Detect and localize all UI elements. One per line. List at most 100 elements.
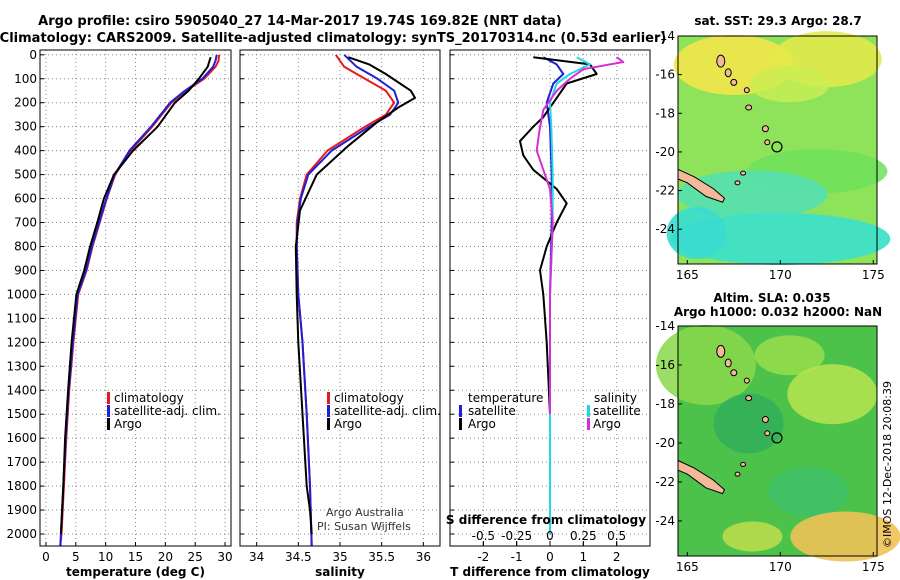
y-tick-label: 300	[14, 120, 37, 134]
map-y-tick-label: -24	[655, 514, 675, 528]
x-tick-label: 30	[217, 550, 232, 564]
credit-line1: Argo Australia	[326, 506, 404, 519]
legend-climatology-label: climatology	[114, 391, 184, 405]
y-tick-label: 2000	[6, 527, 37, 541]
s-difference-axis-label: S difference from climatology	[446, 513, 646, 527]
series-line-argo	[59, 56, 212, 535]
map-y-tick-label: -16	[655, 68, 675, 82]
legend-argo-swatch	[327, 418, 330, 430]
salinity-profile-panel: 34 34.5 35 35.5 36 salinity	[239, 49, 441, 579]
argo-float-marker	[771, 432, 783, 444]
y-tick-label: 1600	[6, 431, 37, 445]
map-field-patch	[787, 364, 878, 425]
land-island	[716, 344, 726, 358]
land-island	[730, 369, 738, 377]
series-line-satellite-adj-clim-	[295, 54, 400, 547]
map-y-tick-label: -20	[655, 436, 675, 450]
x-tick-label: -1	[511, 550, 523, 564]
series-line-satellite-adj-clim-	[59, 54, 218, 547]
legend-satellite-swatch	[107, 405, 110, 417]
sla-map-title: Altim. SLA: 0.035	[713, 291, 830, 305]
map-field-patch	[655, 324, 756, 405]
map-y-tick-label: -14	[655, 319, 675, 333]
legend-s-argo-swatch	[587, 418, 590, 430]
s-difference-tick-label: -0.25	[501, 529, 532, 543]
legend-temperature-title: temperature	[468, 391, 543, 405]
land-island	[740, 170, 747, 176]
land-new-caledonia	[677, 168, 726, 203]
series-line-s-argo	[535, 56, 625, 415]
land-island	[716, 54, 726, 68]
map-y-tick-label: -22	[655, 475, 675, 489]
map-y-tick-label: -18	[655, 397, 675, 411]
series-line-climatology	[295, 54, 396, 547]
map-x-tick-label: 175	[862, 560, 885, 574]
map-x-tick-label: 175	[862, 268, 885, 282]
x-tick-label: 35	[332, 550, 347, 564]
difference-legend: temperature salinity satellite Argo sate…	[459, 391, 641, 431]
series-line-climatology	[59, 54, 221, 547]
y-tick-label: 1900	[6, 503, 37, 517]
legend-satellite-swatch	[327, 405, 330, 417]
legend-s-satellite-swatch	[587, 405, 590, 417]
land-island	[734, 180, 741, 186]
y-tick-label: 600	[14, 192, 37, 206]
legend-t-satellite-label: satellite	[468, 404, 516, 418]
y-tick-label: 1400	[6, 383, 37, 397]
legend-t-argo-swatch	[459, 418, 462, 430]
x-axis-label: salinity	[315, 565, 365, 579]
x-tick-label: 5	[72, 550, 80, 564]
map-frame	[677, 35, 878, 265]
x-tick-label: 0	[546, 550, 554, 564]
x-tick-label: 36	[416, 550, 431, 564]
land-island	[734, 471, 741, 477]
land-island	[724, 68, 732, 78]
x-tick-label: 35.5	[368, 550, 395, 564]
legend-s-satellite-label: satellite	[593, 404, 641, 418]
legend-climatology-label: climatology	[334, 391, 404, 405]
x-axis-label: T difference from climatology	[450, 565, 650, 579]
land-island	[761, 416, 769, 424]
y-tick-label: 1300	[6, 359, 37, 373]
land-island	[745, 104, 753, 111]
salinity-legend: climatology satellite-adj. clim. Argo	[327, 391, 441, 431]
legend-climatology-swatch	[327, 392, 330, 404]
map-field-patch	[768, 466, 849, 517]
y-tick-label: 100	[14, 72, 37, 86]
difference-profile-panel: -2 -1 0 1 2T difference from climatology	[449, 49, 651, 579]
x-tick-label: 10	[98, 550, 113, 564]
map-frame	[677, 325, 878, 557]
map-field-patch	[713, 393, 784, 454]
map-y-tick-label: -16	[655, 358, 675, 372]
legend-t-argo-label: Argo	[468, 417, 496, 431]
y-tick-label: 500	[14, 168, 37, 182]
series-line-t-argo	[519, 56, 598, 534]
map-x-tick-label: 165	[676, 560, 699, 574]
x-axis-label: temperature (deg C)	[66, 565, 205, 579]
x-tick-label: 20	[158, 550, 173, 564]
x-tick-label: 25	[188, 550, 203, 564]
land-island	[761, 125, 769, 133]
map-y-tick-label: -14	[655, 29, 675, 43]
land-island	[724, 358, 732, 368]
s-difference-tick-label: -0.5	[472, 529, 495, 543]
land-island	[745, 395, 753, 402]
y-tick-label: 200	[14, 96, 37, 110]
map-field-patch	[754, 335, 825, 376]
figure-title-line2: Climatology: CARS2009. Satellite-adjuste…	[0, 31, 666, 46]
x-tick-label: 34	[249, 550, 264, 564]
legend-satellite-label: satellite-adj. clim.	[334, 404, 441, 418]
y-tick-label: 1500	[6, 407, 37, 421]
legend-salinity-title: salinity	[594, 391, 637, 405]
x-tick-label: 2	[613, 550, 621, 564]
sla-map-subtitle: Argo h1000: 0.032 h2000: NaN	[674, 305, 882, 319]
legend-climatology-swatch	[107, 392, 110, 404]
sst-map-title: sat. SST: 29.3 Argo: 28.7	[694, 14, 861, 28]
y-tick-label: 1200	[6, 335, 37, 349]
s-difference-tick-label: 0.25	[570, 529, 597, 543]
y-tick-label: 400	[14, 144, 37, 158]
sla-map-panel: -14 -16 -18 -20 -22 -24 165 170 175	[655, 319, 900, 574]
map-field-patch	[666, 207, 727, 260]
y-tick-label: 1100	[6, 311, 37, 325]
